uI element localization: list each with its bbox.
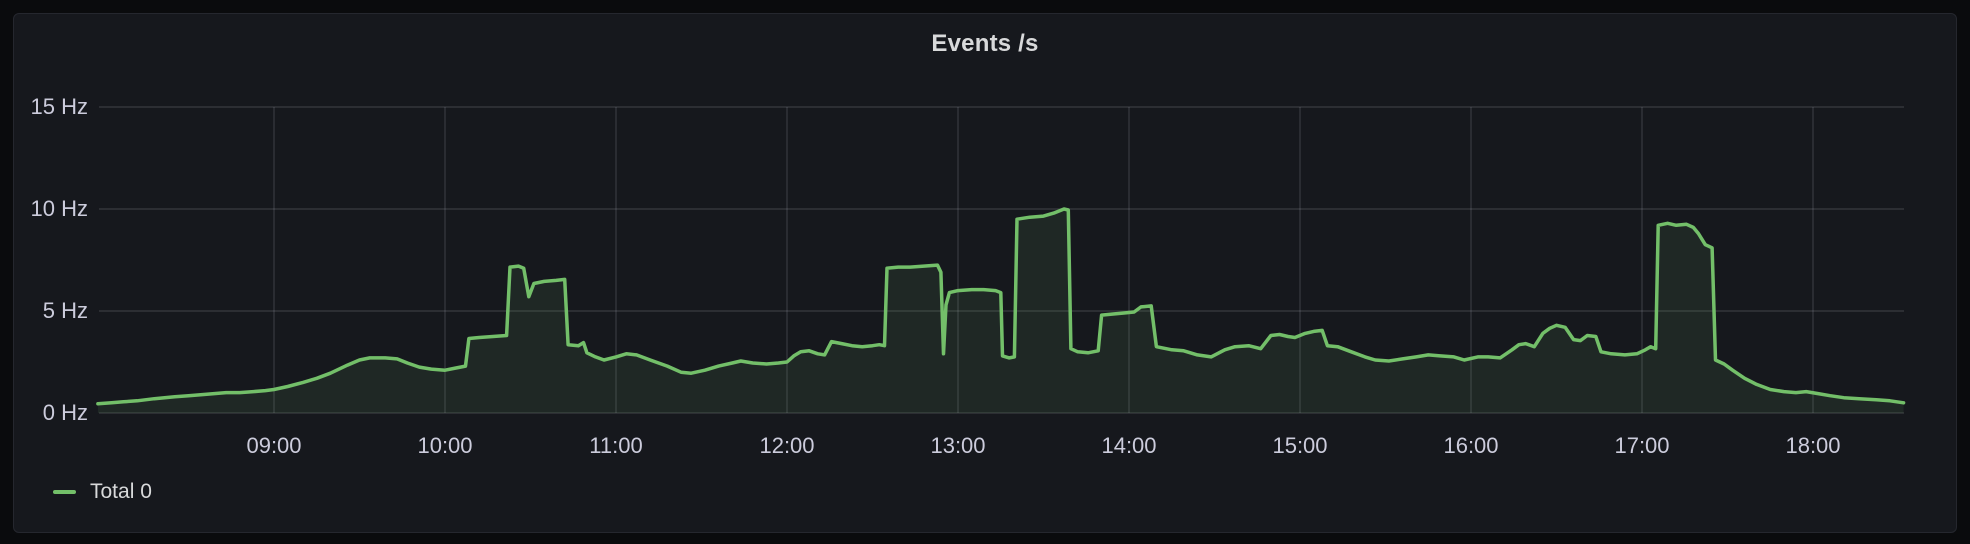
x-tick-17:00: 17:00	[1614, 433, 1670, 458]
x-tick-16:00: 16:00	[1443, 433, 1499, 458]
series-color-swatch[interactable]	[53, 490, 76, 494]
x-tick-12:00: 12:00	[759, 433, 815, 458]
events-per-sec-panel[interactable]	[13, 13, 1957, 533]
y-tick-0: 0 Hz	[42, 400, 88, 425]
x-tick-11:00: 11:00	[589, 433, 643, 458]
x-tick-18:00: 18:00	[1785, 433, 1841, 458]
x-tick-09:00: 09:00	[246, 433, 302, 458]
panel-title[interactable]: Events /s	[931, 30, 1039, 57]
y-tick-15: 15 Hz	[30, 94, 88, 119]
y-tick-10: 10 Hz	[30, 196, 88, 221]
y-tick-5: 5 Hz	[42, 298, 88, 323]
x-tick-14:00: 14:00	[1101, 433, 1157, 458]
legend: Total 0	[53, 480, 152, 504]
x-tick-10:00: 10:00	[417, 433, 473, 458]
x-tick-15:00: 15:00	[1272, 433, 1328, 458]
legend-series-total[interactable]: Total 0	[90, 480, 152, 503]
x-tick-13:00: 13:00	[930, 433, 986, 458]
